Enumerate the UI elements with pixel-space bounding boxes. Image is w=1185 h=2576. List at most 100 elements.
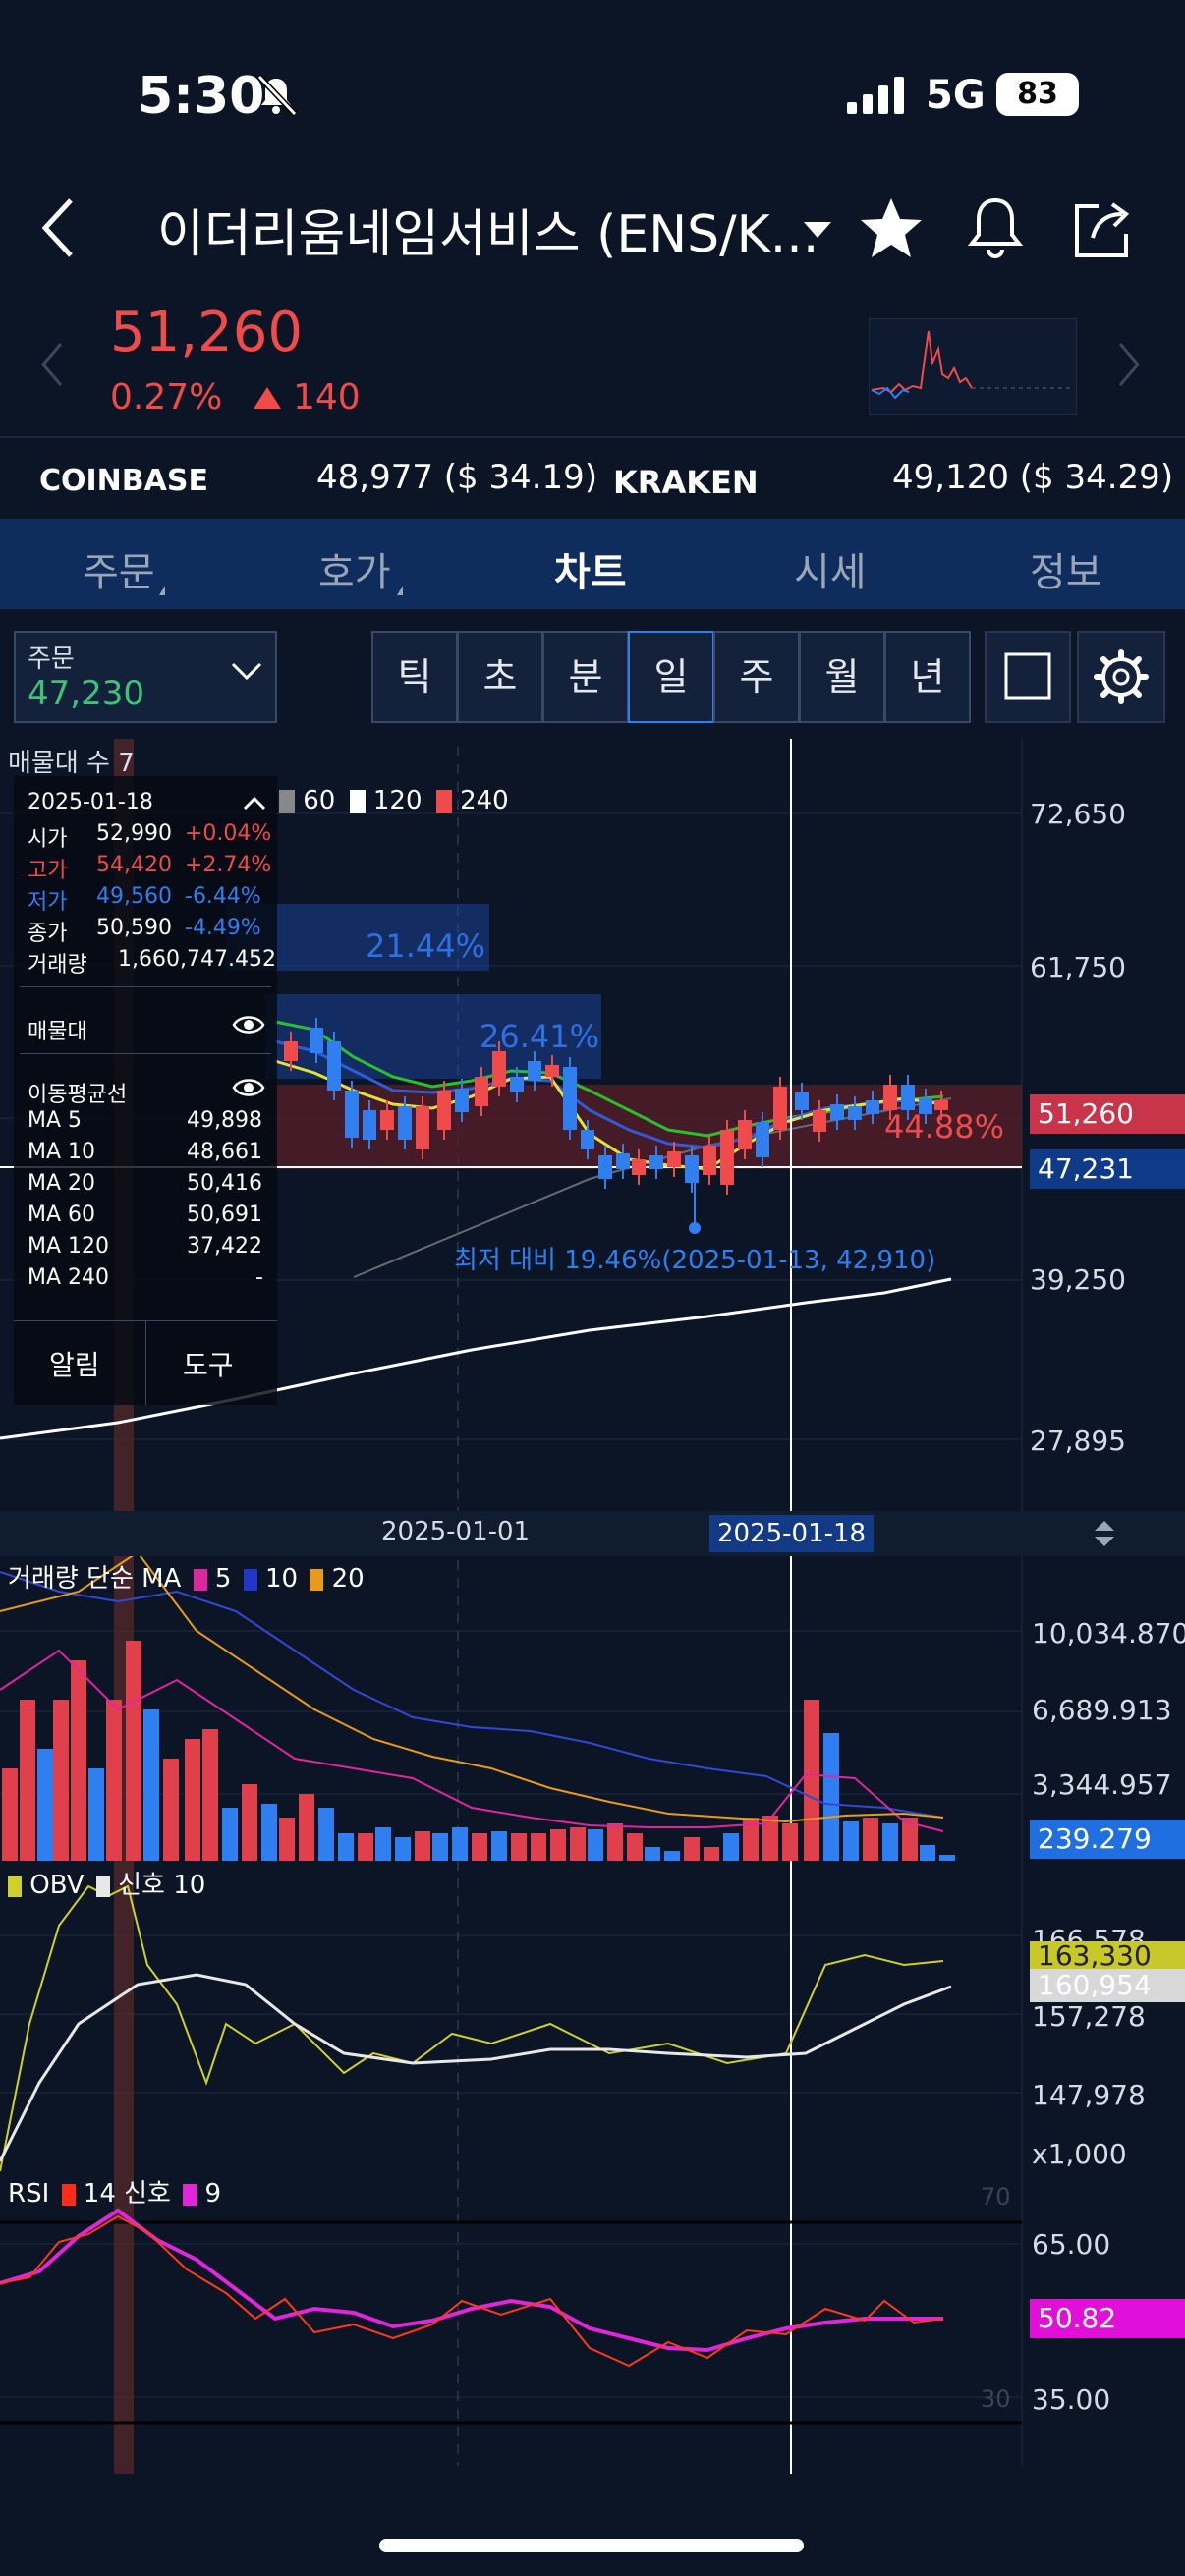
date-axis [0,1511,1185,1556]
info-ma5-value: 49,898 [187,1108,262,1133]
info-date: 2025-01-18 [28,790,153,814]
candle-body [545,1065,559,1077]
period-year-button[interactable]: 년 [884,631,971,723]
period-day-button[interactable]: 일 [628,631,714,723]
obv-y-tick: 147,978 [1032,2079,1146,2111]
volume-bar [804,1700,819,1861]
tab-bar [0,519,1185,609]
mini-sparkline[interactable] [869,318,1077,415]
resize-arrows-icon[interactable] [1093,1519,1116,1548]
volume-bar [939,1855,955,1861]
tab-order[interactable]: 주문 [83,550,155,595]
volume-bar [627,1833,643,1861]
volume-ma10: 10 [264,1564,299,1594]
volume-bar [550,1829,566,1861]
candle-body [284,1041,298,1061]
alarm-button[interactable]: 알림 [49,1349,100,1381]
volume-bar [338,1833,354,1861]
period-second-button[interactable]: 초 [457,631,543,723]
mute-bell-icon [256,74,298,117]
info-high-pct: +2.74% [185,853,272,877]
volume-bar [607,1823,623,1861]
candle-body [773,1087,787,1130]
period-tick-button[interactable]: 틱 [371,631,458,723]
chart-settings-button[interactable] [1077,631,1165,723]
next-coin-chevron-icon[interactable] [1116,340,1142,389]
rsi-level-30: 30 [981,2385,1011,2413]
back-arrow-icon[interactable] [39,196,79,259]
candle-body [510,1077,524,1092]
fullscreen-button[interactable] [985,631,1071,723]
tab-corner-icon [159,586,165,595]
notification-bell-icon[interactable] [963,195,1028,263]
volume-bar [106,1700,122,1861]
eye-icon[interactable] [232,1075,265,1100]
price-change-amount: 140 [293,377,361,418]
home-indicator[interactable] [379,2539,804,2552]
candle-body [475,1077,488,1106]
volume-bar [570,1827,586,1861]
info-ma10-label: MA 10 [28,1140,96,1164]
volume-y-tick: 3,344.957 [1032,1768,1172,1801]
title-dropdown-icon[interactable] [804,222,831,238]
volume-bar [863,1818,878,1861]
tab-info[interactable]: 정보 [1030,550,1102,595]
volume-bar [432,1833,448,1861]
tools-button[interactable]: 도구 [183,1349,234,1381]
y-tick-label: 39,250 [1030,1263,1126,1296]
info-ma120-value: 37,422 [187,1234,262,1259]
volume-bar [88,1768,104,1861]
chevron-up-icon[interactable] [242,794,267,812]
favorite-star-icon[interactable] [859,196,924,259]
obv-signal-label: 신호 10 [118,1871,206,1900]
info-open-value: 52,990 [96,821,172,846]
candle-body [327,1041,341,1091]
network-type: 5G [926,73,986,118]
volume-bar [920,1845,935,1861]
info-low-label: 저가 [28,890,68,915]
volume-bar [823,1733,839,1861]
volume-bar [71,1660,86,1861]
exchange-price-kraken: 49,120 ($ 34.29) [892,458,1174,497]
page-title[interactable]: 이더리움네임서비스 (ENS/K... [157,205,819,264]
candle-body [616,1153,630,1169]
candle-body [813,1110,826,1132]
y-tick-label: 72,650 [1030,798,1126,830]
obv-y-tick: 157,278 [1032,2000,1146,2033]
cellular-signal-icon [847,77,904,114]
volume-y-tick: 10,034.870 [1032,1617,1185,1650]
volume-bar [491,1831,507,1861]
candle-body [866,1100,879,1114]
exchange-name-kraken: KRAKEN [613,464,759,501]
prev-coin-chevron-icon[interactable] [39,340,65,389]
volume-bar [902,1818,918,1861]
rsi-y-tick: 35.00 [1032,2383,1111,2416]
candle-body [883,1085,897,1110]
volume-current-tag: 239.279 [1030,1820,1185,1859]
crosshair-date-label: 2025-01-18 [709,1515,875,1552]
volume-bar [143,1709,159,1861]
candle-body [380,1110,394,1130]
period-minute-button[interactable]: 분 [542,631,629,723]
info-close-pct: -4.49% [185,916,261,940]
period-week-button[interactable]: 주 [713,631,800,723]
tab-market-price[interactable]: 시세 [794,550,867,595]
order-select-value: 47,230 [28,674,144,713]
eye-icon[interactable] [232,1012,265,1037]
rsi-legend-label: RSI [8,2179,50,2209]
candle-body [667,1151,681,1167]
volume-y-tick: 6,689.913 [1032,1694,1172,1726]
share-icon[interactable] [1071,196,1134,259]
tab-orderbook[interactable]: 호가 [318,550,391,595]
volume-bar [53,1700,69,1861]
volume-ma20: 20 [331,1564,365,1594]
volume-bar [762,1816,778,1861]
period-month-button[interactable]: 월 [799,631,885,723]
candle-body [632,1159,646,1175]
volume-bar [202,1729,218,1861]
date-label: 2025-01-01 [381,1517,531,1546]
tab-chart[interactable]: 차트 [554,550,627,595]
order-price-select[interactable]: 주문 47,230 [14,631,277,723]
candle-body [455,1089,469,1112]
volume-bar [358,1833,373,1861]
